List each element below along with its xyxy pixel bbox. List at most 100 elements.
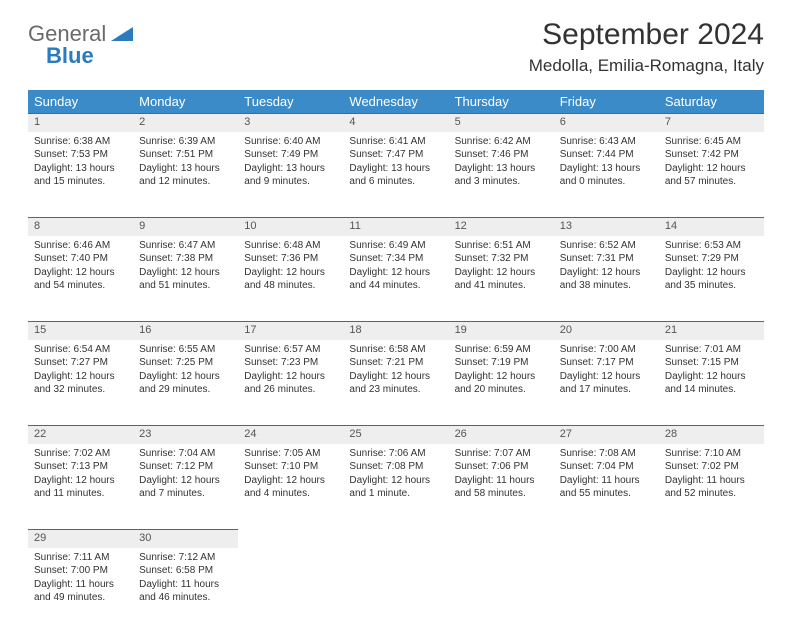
sunset-text: Sunset: 7:46 PM bbox=[455, 148, 548, 162]
sunrise-text: Sunrise: 6:58 AM bbox=[349, 343, 442, 357]
day-cell: Sunrise: 7:10 AMSunset: 7:02 PMDaylight:… bbox=[659, 444, 764, 530]
sunset-text: Sunset: 7:21 PM bbox=[349, 356, 442, 370]
day-content-row: Sunrise: 7:02 AMSunset: 7:13 PMDaylight:… bbox=[28, 444, 764, 530]
sunset-text: Sunset: 7:06 PM bbox=[455, 460, 548, 474]
day-number: 26 bbox=[449, 426, 554, 444]
day-cell bbox=[659, 548, 764, 634]
triangle-icon bbox=[111, 27, 133, 46]
day-number: 9 bbox=[133, 218, 238, 236]
sunset-text: Sunset: 7:36 PM bbox=[244, 252, 337, 266]
sunset-text: Sunset: 7:15 PM bbox=[665, 356, 758, 370]
day-number: 18 bbox=[343, 322, 448, 340]
day-cell: Sunrise: 6:55 AMSunset: 7:25 PMDaylight:… bbox=[133, 340, 238, 426]
day-cell: Sunrise: 6:45 AMSunset: 7:42 PMDaylight:… bbox=[659, 132, 764, 218]
day-content-row: Sunrise: 7:11 AMSunset: 7:00 PMDaylight:… bbox=[28, 548, 764, 634]
day-content-row: Sunrise: 6:54 AMSunset: 7:27 PMDaylight:… bbox=[28, 340, 764, 426]
sunrise-text: Sunrise: 7:02 AM bbox=[34, 447, 127, 461]
day-cell: Sunrise: 6:41 AMSunset: 7:47 PMDaylight:… bbox=[343, 132, 448, 218]
sunset-text: Sunset: 7:34 PM bbox=[349, 252, 442, 266]
daylight-text: Daylight: 12 hours and 11 minutes. bbox=[34, 474, 127, 501]
day-number bbox=[554, 530, 659, 548]
daylight-text: Daylight: 11 hours and 55 minutes. bbox=[560, 474, 653, 501]
day-number: 13 bbox=[554, 218, 659, 236]
day-number: 10 bbox=[238, 218, 343, 236]
sunset-text: Sunset: 7:38 PM bbox=[139, 252, 232, 266]
sunrise-text: Sunrise: 6:41 AM bbox=[349, 135, 442, 149]
day-number: 22 bbox=[28, 426, 133, 444]
daylight-text: Daylight: 12 hours and 26 minutes. bbox=[244, 370, 337, 397]
day-number: 6 bbox=[554, 114, 659, 132]
day-number: 16 bbox=[133, 322, 238, 340]
sunset-text: Sunset: 7:17 PM bbox=[560, 356, 653, 370]
day-number: 21 bbox=[659, 322, 764, 340]
daylight-text: Daylight: 12 hours and 14 minutes. bbox=[665, 370, 758, 397]
sunrise-text: Sunrise: 7:05 AM bbox=[244, 447, 337, 461]
day-number: 24 bbox=[238, 426, 343, 444]
sunrise-text: Sunrise: 7:08 AM bbox=[560, 447, 653, 461]
day-cell bbox=[238, 548, 343, 634]
day-cell: Sunrise: 6:59 AMSunset: 7:19 PMDaylight:… bbox=[449, 340, 554, 426]
sunrise-text: Sunrise: 7:04 AM bbox=[139, 447, 232, 461]
sunset-text: Sunset: 7:47 PM bbox=[349, 148, 442, 162]
day-cell: Sunrise: 6:43 AMSunset: 7:44 PMDaylight:… bbox=[554, 132, 659, 218]
sunset-text: Sunset: 7:49 PM bbox=[244, 148, 337, 162]
weekday-header: Wednesday bbox=[343, 90, 448, 114]
day-cell: Sunrise: 7:04 AMSunset: 7:12 PMDaylight:… bbox=[133, 444, 238, 530]
sunset-text: Sunset: 7:13 PM bbox=[34, 460, 127, 474]
day-cell: Sunrise: 6:49 AMSunset: 7:34 PMDaylight:… bbox=[343, 236, 448, 322]
sunrise-text: Sunrise: 6:42 AM bbox=[455, 135, 548, 149]
sunrise-text: Sunrise: 6:49 AM bbox=[349, 239, 442, 253]
sunset-text: Sunset: 7:25 PM bbox=[139, 356, 232, 370]
sunrise-text: Sunrise: 6:46 AM bbox=[34, 239, 127, 253]
day-number-row: 15161718192021 bbox=[28, 322, 764, 340]
sunset-text: Sunset: 7:02 PM bbox=[665, 460, 758, 474]
location: Medolla, Emilia-Romagna, Italy bbox=[529, 56, 764, 76]
day-number: 3 bbox=[238, 114, 343, 132]
calendar-body: 1234567Sunrise: 6:38 AMSunset: 7:53 PMDa… bbox=[28, 114, 764, 634]
day-cell: Sunrise: 6:58 AMSunset: 7:21 PMDaylight:… bbox=[343, 340, 448, 426]
daylight-text: Daylight: 13 hours and 9 minutes. bbox=[244, 162, 337, 189]
day-number-row: 2930 bbox=[28, 530, 764, 548]
day-number: 5 bbox=[449, 114, 554, 132]
sunrise-text: Sunrise: 6:53 AM bbox=[665, 239, 758, 253]
day-number: 23 bbox=[133, 426, 238, 444]
day-number: 2 bbox=[133, 114, 238, 132]
daylight-text: Daylight: 13 hours and 15 minutes. bbox=[34, 162, 127, 189]
day-cell: Sunrise: 7:01 AMSunset: 7:15 PMDaylight:… bbox=[659, 340, 764, 426]
sunset-text: Sunset: 7:23 PM bbox=[244, 356, 337, 370]
sunset-text: Sunset: 7:27 PM bbox=[34, 356, 127, 370]
month-title: September 2024 bbox=[529, 18, 764, 52]
day-number: 8 bbox=[28, 218, 133, 236]
sunrise-text: Sunrise: 6:38 AM bbox=[34, 135, 127, 149]
day-cell: Sunrise: 7:06 AMSunset: 7:08 PMDaylight:… bbox=[343, 444, 448, 530]
sunrise-text: Sunrise: 7:00 AM bbox=[560, 343, 653, 357]
sunrise-text: Sunrise: 6:45 AM bbox=[665, 135, 758, 149]
weekday-header-row: Sunday Monday Tuesday Wednesday Thursday… bbox=[28, 90, 764, 114]
logo-text-block: General Blue bbox=[28, 24, 133, 68]
day-cell: Sunrise: 6:40 AMSunset: 7:49 PMDaylight:… bbox=[238, 132, 343, 218]
daylight-text: Daylight: 11 hours and 46 minutes. bbox=[139, 578, 232, 605]
daylight-text: Daylight: 11 hours and 49 minutes. bbox=[34, 578, 127, 605]
sunset-text: Sunset: 6:58 PM bbox=[139, 564, 232, 578]
sunrise-text: Sunrise: 7:06 AM bbox=[349, 447, 442, 461]
day-number bbox=[449, 530, 554, 548]
sunrise-text: Sunrise: 6:57 AM bbox=[244, 343, 337, 357]
sunrise-text: Sunrise: 6:55 AM bbox=[139, 343, 232, 357]
daylight-text: Daylight: 11 hours and 52 minutes. bbox=[665, 474, 758, 501]
daylight-text: Daylight: 13 hours and 0 minutes. bbox=[560, 162, 653, 189]
daylight-text: Daylight: 12 hours and 48 minutes. bbox=[244, 266, 337, 293]
day-number: 25 bbox=[343, 426, 448, 444]
day-number: 27 bbox=[554, 426, 659, 444]
sunrise-text: Sunrise: 6:47 AM bbox=[139, 239, 232, 253]
day-cell: Sunrise: 6:42 AMSunset: 7:46 PMDaylight:… bbox=[449, 132, 554, 218]
day-cell: Sunrise: 7:07 AMSunset: 7:06 PMDaylight:… bbox=[449, 444, 554, 530]
sunset-text: Sunset: 7:51 PM bbox=[139, 148, 232, 162]
sunset-text: Sunset: 7:29 PM bbox=[665, 252, 758, 266]
day-cell: Sunrise: 7:05 AMSunset: 7:10 PMDaylight:… bbox=[238, 444, 343, 530]
daylight-text: Daylight: 12 hours and 23 minutes. bbox=[349, 370, 442, 397]
day-cell: Sunrise: 6:51 AMSunset: 7:32 PMDaylight:… bbox=[449, 236, 554, 322]
day-cell: Sunrise: 7:02 AMSunset: 7:13 PMDaylight:… bbox=[28, 444, 133, 530]
day-number: 15 bbox=[28, 322, 133, 340]
daylight-text: Daylight: 12 hours and 44 minutes. bbox=[349, 266, 442, 293]
sunset-text: Sunset: 7:10 PM bbox=[244, 460, 337, 474]
